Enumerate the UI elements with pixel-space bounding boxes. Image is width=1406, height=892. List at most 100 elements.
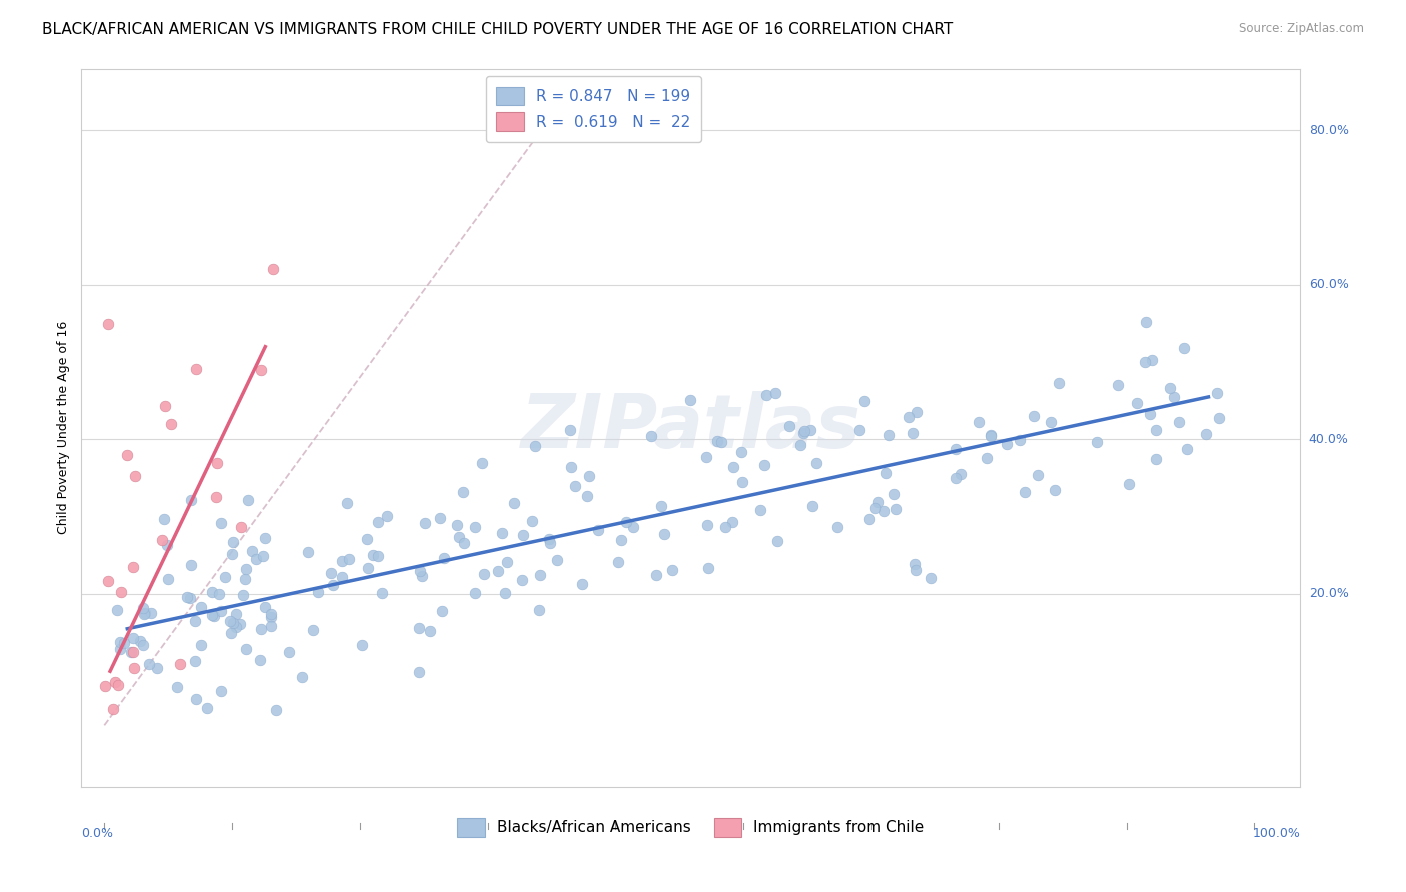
Point	[806, 456, 828, 470]
Point	[884, 502, 907, 516]
Point	[825, 520, 848, 534]
Point	[363, 549, 385, 563]
Point	[411, 568, 433, 582]
Point	[138, 657, 160, 672]
Point	[763, 386, 786, 401]
Point	[527, 603, 550, 617]
Point	[322, 578, 344, 592]
Point	[209, 516, 232, 531]
Point	[710, 435, 733, 450]
Point	[852, 394, 875, 409]
Point	[201, 607, 224, 622]
Point	[793, 424, 815, 438]
Point	[250, 623, 273, 637]
Point	[356, 561, 378, 575]
Point	[522, 514, 544, 528]
Point	[1175, 442, 1198, 456]
Point	[122, 631, 145, 645]
Point	[848, 423, 870, 437]
Point	[108, 635, 131, 649]
Point	[371, 586, 394, 600]
Point	[730, 445, 752, 459]
Point	[1026, 468, 1049, 483]
Point	[205, 456, 228, 470]
Legend: Blacks/African Americans, Immigrants from Chile: Blacks/African Americans, Immigrants fro…	[450, 810, 932, 844]
Point	[302, 624, 325, 638]
Point	[184, 614, 207, 628]
Point	[524, 440, 547, 454]
Point	[110, 585, 132, 599]
Point	[976, 450, 998, 465]
Point	[101, 702, 124, 716]
Text: 20.0%: 20.0%	[1309, 588, 1348, 600]
Point	[575, 489, 598, 503]
Point	[765, 533, 787, 548]
Point	[260, 619, 283, 633]
Point	[695, 450, 717, 464]
Point	[139, 606, 162, 620]
Point	[183, 654, 205, 668]
Point	[419, 624, 441, 638]
Point	[146, 661, 169, 675]
Point	[529, 568, 551, 582]
Point	[201, 585, 224, 599]
Point	[132, 638, 155, 652]
Point	[150, 533, 173, 548]
Point	[264, 703, 287, 717]
Point	[495, 556, 517, 570]
Point	[225, 607, 247, 622]
Point	[222, 615, 245, 630]
Point	[446, 518, 468, 533]
Point	[245, 552, 267, 566]
Text: BLACK/AFRICAN AMERICAN VS IMMIGRANTS FROM CHILE CHILD POVERTY UNDER THE AGE OF 1: BLACK/AFRICAN AMERICAN VS IMMIGRANTS FRO…	[42, 22, 953, 37]
Point	[607, 556, 630, 570]
Point	[980, 429, 1002, 443]
Point	[453, 536, 475, 550]
Point	[330, 570, 353, 584]
Point	[219, 614, 242, 628]
Point	[122, 560, 145, 574]
Point	[800, 499, 823, 513]
Point	[129, 634, 152, 648]
Point	[367, 549, 389, 563]
Point	[471, 457, 494, 471]
Point	[156, 538, 179, 552]
Point	[903, 558, 925, 572]
Point	[778, 418, 800, 433]
Point	[610, 533, 633, 548]
Point	[945, 471, 967, 485]
Point	[451, 485, 474, 500]
Point	[408, 665, 430, 679]
Point	[696, 560, 718, 574]
Point	[236, 492, 259, 507]
Point	[233, 573, 256, 587]
Point	[1135, 315, 1157, 329]
Point	[661, 563, 683, 577]
Point	[1163, 390, 1185, 404]
Point	[1047, 376, 1070, 391]
Text: 40.0%: 40.0%	[1309, 433, 1348, 446]
Point	[721, 515, 744, 529]
Point	[336, 496, 359, 510]
Point	[464, 586, 486, 600]
Point	[1144, 452, 1167, 467]
Point	[799, 423, 821, 437]
Point	[307, 584, 329, 599]
Point	[356, 532, 378, 546]
Point	[449, 530, 471, 544]
Point	[578, 469, 600, 483]
Point	[205, 491, 228, 505]
Point	[339, 552, 361, 566]
Y-axis label: Child Poverty Under the Age of 16: Child Poverty Under the Age of 16	[58, 321, 70, 534]
Point	[186, 691, 208, 706]
Point	[97, 574, 120, 588]
Point	[875, 466, 897, 480]
Point	[367, 515, 389, 529]
Point	[169, 657, 191, 671]
Point	[1195, 427, 1218, 442]
Point	[863, 500, 886, 515]
Point	[1118, 477, 1140, 491]
Point	[157, 572, 180, 586]
Point	[195, 700, 218, 714]
Point	[249, 653, 271, 667]
